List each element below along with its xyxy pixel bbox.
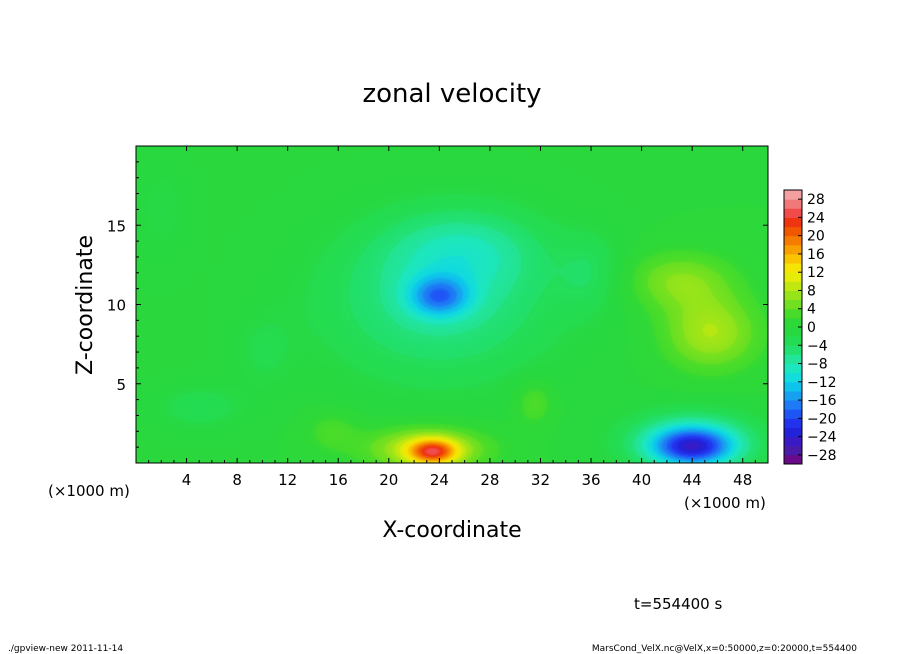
x-tick-label: 28 <box>480 471 499 489</box>
x-tick-label: 40 <box>632 471 651 489</box>
colorbar-swatch <box>784 400 802 410</box>
colorbar-tick-label: −20 <box>807 411 837 427</box>
colorbar-swatch <box>784 454 802 465</box>
x-unit-right: (×1000 m) <box>684 494 766 512</box>
colorbar-swatch <box>784 354 802 365</box>
x-axis-label: X-coordinate <box>382 518 521 543</box>
colorbar-tick-label: 4 <box>807 302 816 318</box>
colorbar-tick-label: −24 <box>807 430 837 446</box>
heatmap-field <box>136 146 768 463</box>
colorbar-swatch <box>784 363 802 374</box>
x-tick-label: 44 <box>683 471 702 489</box>
x-tick-label: 24 <box>430 471 449 489</box>
colorbar-tick-label: 20 <box>807 229 825 245</box>
y-axis: 5 10 15 <box>107 161 768 448</box>
x-tick-label: 8 <box>232 471 242 489</box>
colorbar-swatch <box>784 427 802 438</box>
y-axis-label: Z-coordinate <box>73 235 98 375</box>
colorbar-swatch <box>784 190 802 200</box>
footer-left: ./gpview-new 2011-11-14 <box>8 644 123 654</box>
colorbar-swatch <box>784 317 802 328</box>
x-tick-label: 20 <box>379 471 398 489</box>
colorbar-swatch <box>784 409 802 419</box>
colorbar <box>783 189 803 465</box>
colorbar-tick-label: 8 <box>807 283 816 299</box>
colorbar-labels: 28 24 20 16 12 8 4 0 −4 −8 −12 −16 −20 −24 −28 <box>798 192 837 464</box>
footer-right: MarsCond_VelX.nc@VelX,x=0:50000,z=0:2000… <box>592 644 857 654</box>
colorbar-swatch <box>784 299 802 310</box>
x-tick-label: 32 <box>531 471 550 489</box>
x-tick-label: 16 <box>329 471 348 489</box>
chart-title: zonal velocity <box>362 79 541 109</box>
colorbar-swatch <box>784 281 802 291</box>
colorbar-swatch <box>784 253 802 264</box>
y-tick-label: 10 <box>107 297 126 315</box>
colorbar-swatch <box>784 263 802 273</box>
x-unit-left: (×1000 m) <box>48 482 130 500</box>
colorbar-tick-label: 24 <box>807 210 825 226</box>
y-tick-label: 15 <box>107 217 126 235</box>
colorbar-tick-label: −28 <box>807 448 837 464</box>
x-axis: 4 8 12 16 20 24 28 32 36 40 44 48 <box>148 146 756 489</box>
colorbar-swatch <box>784 217 802 228</box>
colorbar-swatch <box>784 336 802 346</box>
colorbar-swatch <box>784 208 802 218</box>
colorbar-tick-label: −12 <box>807 375 837 391</box>
colorbar-swatch <box>784 272 802 282</box>
colorbar-swatch <box>784 345 802 355</box>
x-tick-label: 48 <box>733 471 752 489</box>
x-tick-label: 12 <box>278 471 297 489</box>
colorbar-tick-label: 12 <box>807 265 825 281</box>
colorbar-swatch <box>784 445 802 456</box>
colorbar-tick-label: 0 <box>807 320 816 336</box>
colorbar-swatch <box>784 226 802 237</box>
colorbar-tick-label: −8 <box>807 357 828 373</box>
colorbar-swatch <box>784 372 802 383</box>
time-label: t=554400 s <box>634 595 722 613</box>
y-tick-label: 5 <box>116 376 126 394</box>
colorbar-swatch <box>784 199 802 209</box>
x-tick-label: 36 <box>581 471 600 489</box>
colorbar-swatch <box>784 390 802 401</box>
colorbar-swatch <box>784 290 802 301</box>
x-tick-label: 4 <box>182 471 192 489</box>
plot-area <box>135 145 769 464</box>
colorbar-swatch <box>784 327 802 337</box>
colorbar-swatch <box>784 244 802 255</box>
colorbar-tick-label: −16 <box>807 393 837 409</box>
colorbar-swatch <box>784 235 802 246</box>
colorbar-tick-label: 28 <box>807 192 825 208</box>
colorbar-swatch <box>784 418 802 428</box>
colorbar-tick-label: −4 <box>807 338 828 354</box>
colorbar-swatch <box>784 308 802 319</box>
colorbar-swatch <box>784 381 802 392</box>
colorbar-swatch <box>784 436 802 447</box>
colorbar-tick-label: 16 <box>807 247 825 263</box>
